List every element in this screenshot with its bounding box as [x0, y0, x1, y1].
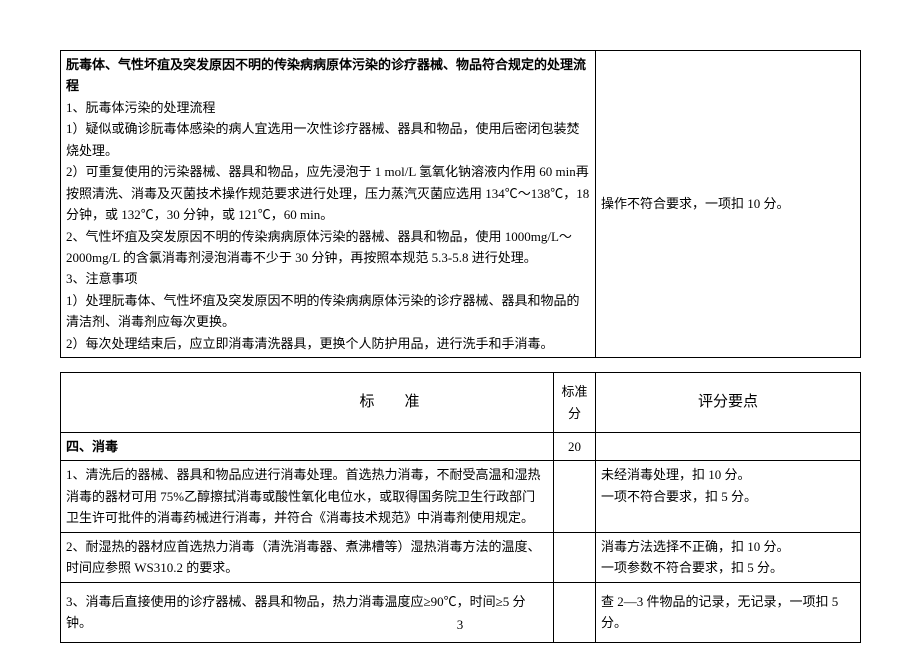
procedure-title: 朊毒体、气性坏疽及突发原因不明的传染病病原体污染的诊疗器械、物品符合规定的处理流… [66, 54, 590, 97]
cell-criteria: 消毒方法选择不正确，扣 10 分。 一项参数不符合要求，扣 5 分。 [596, 532, 861, 582]
cell-criteria: 未经消毒处理，扣 10 分。 一项不符合要求，扣 5 分。 [596, 461, 861, 532]
procedure-h1: 1、朊毒体污染的处理流程 [66, 97, 590, 118]
criteria-line: 一项参数不符合要求，扣 5 分。 [601, 557, 855, 578]
cell-standard: 3、消毒后直接使用的诊疗器械、器具和物品，热力消毒温度应≥90℃，时间≥5 分钟… [61, 582, 554, 642]
table-row: 四、消毒 20 [61, 433, 861, 461]
cell-criteria: 查 2—3 件物品的记录，无记录，一项扣 5 分。 [596, 582, 861, 642]
table-row: 3、消毒后直接使用的诊疗器械、器具和物品，热力消毒温度应≥90℃，时间≥5 分钟… [61, 582, 861, 642]
cell-section: 四、消毒 [61, 433, 554, 461]
header-criteria: 评分要点 [596, 373, 861, 433]
table-procedure: 朊毒体、气性坏疽及突发原因不明的传染病病原体污染的诊疗器械、物品符合规定的处理流… [60, 50, 861, 358]
page-number: 3 [0, 617, 920, 633]
procedure-p1: 1）疑似或确诊朊毒体感染的病人宜选用一次性诊疗器械、器具和物品，使用后密闭包装焚… [66, 118, 590, 161]
table-row: 1、清洗后的器械、器具和物品应进行消毒处理。首选热力消毒，不耐受高温和湿热消毒的… [61, 461, 861, 532]
cell-score [554, 582, 596, 642]
table-row: 朊毒体、气性坏疽及突发原因不明的传染病病原体污染的诊疗器械、物品符合规定的处理流… [61, 51, 861, 358]
procedure-h2: 2、气性坏疽及突发原因不明的传染病病原体污染的器械、器具和物品，使用 1000m… [66, 226, 590, 269]
cell-procedure-note: 操作不符合要求，一项扣 10 分。 [596, 51, 861, 358]
cell-procedure-content: 朊毒体、气性坏疽及突发原因不明的传染病病原体污染的诊疗器械、物品符合规定的处理流… [61, 51, 596, 358]
header-score: 标准分 [554, 373, 596, 433]
criteria-line: 一项不符合要求，扣 5 分。 [601, 486, 855, 507]
header-standard: 标准 [61, 373, 554, 433]
cell-standard: 1、清洗后的器械、器具和物品应进行消毒处理。首选热力消毒，不耐受高温和湿热消毒的… [61, 461, 554, 532]
procedure-p2: 2）可重复使用的污染器械、器具和物品，应先浸泡于 1 mol/L 氢氧化钠溶液内… [66, 161, 590, 225]
procedure-h3: 3、注意事项 [66, 268, 590, 289]
procedure-p4: 2）每次处理结束后，应立即消毒清洗器具，更换个人防护用品，进行洗手和手消毒。 [66, 333, 590, 354]
cell-score [554, 461, 596, 532]
cell-score [554, 532, 596, 582]
table-header-row: 标准 标准分 评分要点 [61, 373, 861, 433]
criteria-line: 消毒方法选择不正确，扣 10 分。 [601, 536, 855, 557]
table-standards: 标准 标准分 评分要点 四、消毒 20 1、清洗后的器械、器具和物品应进行消毒处… [60, 372, 861, 642]
cell-score: 20 [554, 433, 596, 461]
cell-criteria [596, 433, 861, 461]
criteria-line: 未经消毒处理，扣 10 分。 [601, 464, 855, 485]
cell-standard: 2、耐湿热的器材应首选热力消毒（清洗消毒器、煮沸槽等）湿热消毒方法的温度、时间应… [61, 532, 554, 582]
procedure-p3: 1）处理朊毒体、气性坏疽及突发原因不明的传染病病原体污染的诊疗器械、器具和物品的… [66, 290, 590, 333]
table-row: 2、耐湿热的器材应首选热力消毒（清洗消毒器、煮沸槽等）湿热消毒方法的温度、时间应… [61, 532, 861, 582]
